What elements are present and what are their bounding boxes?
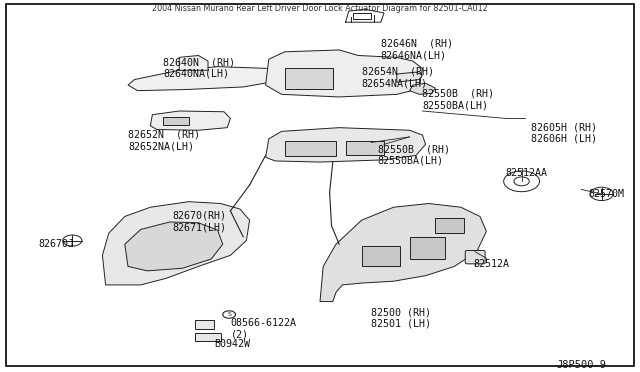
Bar [435, 218, 464, 233]
Bar [346, 141, 384, 155]
Polygon shape [266, 50, 422, 97]
FancyBboxPatch shape [465, 250, 485, 264]
Text: 08566-6122A
(2): 08566-6122A (2) [230, 318, 296, 340]
Text: 82652N  (RH)
82652NA(LH): 82652N (RH) 82652NA(LH) [128, 129, 200, 151]
Text: 82646N  (RH)
82646NA(LH): 82646N (RH) 82646NA(LH) [381, 39, 453, 61]
Bar [410, 237, 445, 259]
Text: S: S [227, 312, 231, 317]
Bar [195, 320, 214, 328]
Text: 82512A: 82512A [474, 259, 509, 269]
Bar [353, 13, 371, 19]
Polygon shape [102, 202, 250, 285]
Text: 82570M: 82570M [589, 189, 625, 199]
Bar [285, 141, 336, 156]
Polygon shape [266, 128, 426, 162]
Polygon shape [125, 222, 223, 271]
Polygon shape [320, 203, 486, 302]
Text: 82670J: 82670J [38, 239, 74, 248]
Bar [163, 117, 189, 125]
Text: 82670(RH)
82671(LH): 82670(RH) 82671(LH) [173, 211, 227, 232]
Text: 2004 Nissan Murano Rear Left Driver Door Lock Actuator Diagram for 82501-CA012: 2004 Nissan Murano Rear Left Driver Door… [152, 4, 488, 13]
Text: J8P500-9: J8P500-9 [557, 360, 607, 370]
Polygon shape [410, 83, 435, 94]
Polygon shape [150, 111, 230, 130]
Bar [285, 68, 333, 89]
Text: 82550B  (RH)
82550BA(LH): 82550B (RH) 82550BA(LH) [422, 89, 495, 110]
Text: 82605H (RH)
82606H (LH): 82605H (RH) 82606H (LH) [531, 122, 597, 144]
Text: 82654N  (RH)
82654NA(LH): 82654N (RH) 82654NA(LH) [362, 67, 434, 88]
Bar [195, 333, 221, 341]
Text: 82640N  (RH)
82640NA(LH): 82640N (RH) 82640NA(LH) [163, 57, 236, 79]
Text: 82512AA: 82512AA [506, 169, 548, 178]
Text: 82500 (RH)
82501 (LH): 82500 (RH) 82501 (LH) [371, 307, 431, 329]
Text: 82550B  (RH)
82550BA(LH): 82550B (RH) 82550BA(LH) [378, 144, 449, 166]
Polygon shape [179, 55, 208, 70]
Text: B0942W: B0942W [214, 339, 250, 349]
Polygon shape [397, 72, 422, 82]
Bar [362, 246, 400, 266]
Polygon shape [128, 67, 278, 91]
